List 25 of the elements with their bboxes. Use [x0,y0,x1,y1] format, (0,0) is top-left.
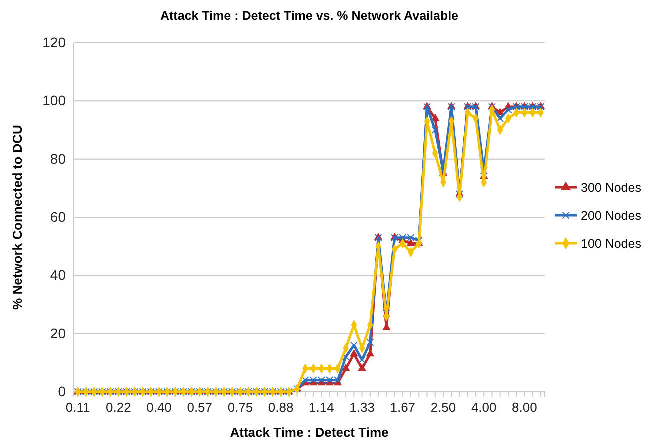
x-tick-label: 1.33 [350,400,375,416]
x-tick-label: 0.57 [187,400,213,416]
y-tick-label: 60 [50,208,66,225]
legend-label: 300 Nodes [581,181,642,195]
x-tick-label: 0.40 [146,400,172,416]
x-tick-label: 0.22 [106,400,132,416]
y-tick-label: 80 [50,150,66,167]
y-tick-label: 120 [42,34,66,50]
legend-label: 200 Nodes [581,209,642,223]
x-tick-label: 1.14 [309,400,334,416]
x-tick-label: 8.00 [512,400,538,416]
x-tick-label: 0.75 [228,400,254,416]
x-tick-label: 0.11 [66,400,90,416]
y-tick-label: 0 [58,383,66,400]
y-tick-label: 40 [50,267,66,284]
x-tick-label: 0.88 [268,400,294,416]
y-tick-label: 20 [50,325,66,342]
x-tick-label: 2.50 [430,400,456,416]
y-axis-title: % Network Connected to DCU [10,125,25,310]
legend-label: 100 Nodes [581,237,642,251]
chart-title: Attack Time : Detect Time vs. % Network Available [160,9,459,23]
x-axis-title: Attack Time : Detect Time [230,425,389,440]
x-tick-label: 1.67 [390,400,416,416]
x-tick-label: 4.00 [471,400,497,416]
y-tick-label: 100 [42,92,66,109]
